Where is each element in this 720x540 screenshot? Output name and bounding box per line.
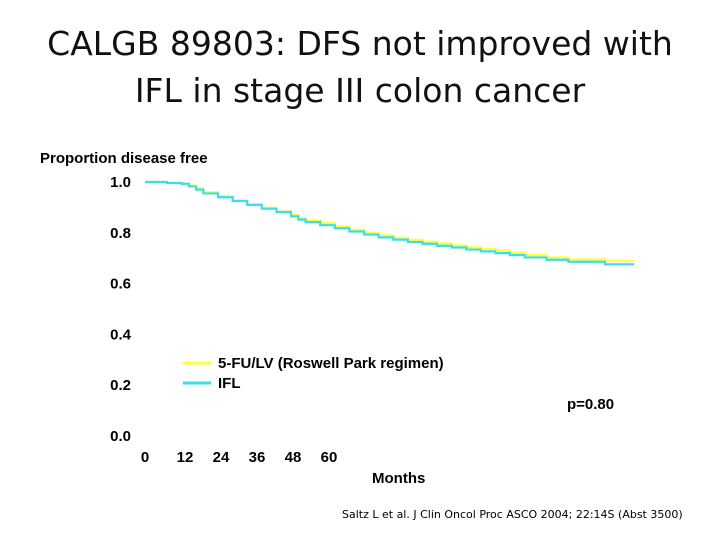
y-axis-ticks: 1.0 0.8 0.6 0.4 0.2 0.0 [110,174,132,445]
y-tick-label: 0.4 [110,326,132,343]
y-tick-label: 0.6 [110,276,131,293]
x-axis-ticks: 0 12 24 36 48 60 [141,449,338,466]
y-axis-label: Proportion disease free [40,150,208,167]
x-tick-label: 36 [249,449,266,466]
slide-title-line-1: CALGB 89803: DFS not improved with [47,24,673,63]
x-tick-label: 0 [141,449,149,466]
legend: 5-FU/LV (Roswell Park regimen) IFL [183,355,444,392]
x-tick-label: 48 [285,449,302,466]
x-axis-label: Months [372,470,425,487]
legend-label-ifl: IFL [218,375,241,392]
x-tick-label: 60 [321,449,338,466]
y-tick-label: 0.8 [110,225,131,242]
slide-title-line-2: IFL in stage III colon cancer [134,71,586,110]
x-tick-label: 12 [177,449,194,466]
citation: Saltz L et al. J Clin Oncol Proc ASCO 20… [342,508,683,521]
y-tick-label: 0.2 [110,377,131,394]
series-line-ifl [145,180,635,266]
survival-curves [145,180,635,266]
slide-title: CALGB 89803: DFS not improved with IFL i… [0,20,720,114]
x-tick-label: 24 [213,449,230,466]
y-tick-label: 1.0 [110,174,131,191]
y-tick-label: 0.0 [110,428,131,445]
legend-label-5fu-lv: 5-FU/LV (Roswell Park regimen) [218,355,444,372]
p-value-annotation: p=0.80 [567,396,614,413]
